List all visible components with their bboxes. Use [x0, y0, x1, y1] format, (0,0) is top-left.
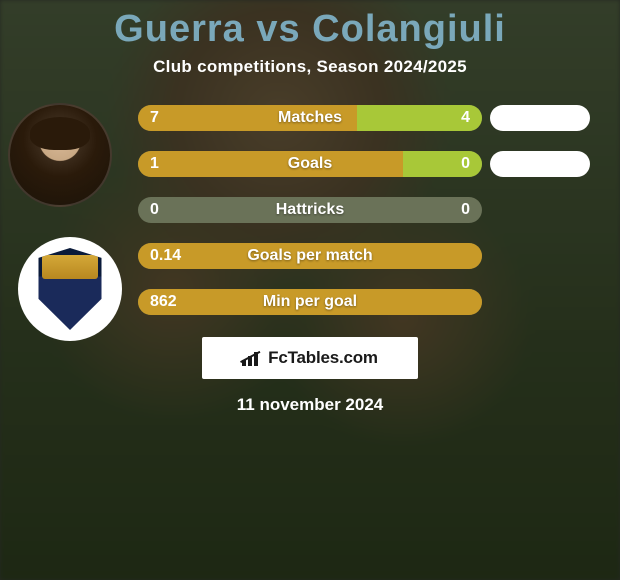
stat-value-left: 7 [150, 105, 159, 131]
stat-label: Matches [138, 105, 482, 131]
side-pill [490, 151, 590, 177]
stat-value-right: 0 [461, 151, 470, 177]
page-subtitle: Club competitions, Season 2024/2025 [153, 57, 467, 77]
stat-row: Matches7 4 [138, 105, 482, 131]
stat-value-left: 1 [150, 151, 159, 177]
stat-rows: Matches74Goals10Hattricks00Goals per mat… [138, 105, 482, 315]
club-badge [18, 237, 122, 341]
brand-text: FcTables.com [268, 348, 378, 368]
stat-label: Goals per match [138, 243, 482, 269]
stat-row: Min per goal862 [138, 289, 482, 315]
stat-label: Goals [138, 151, 482, 177]
stat-value-left: 0 [150, 197, 159, 223]
stat-label: Min per goal [138, 289, 482, 315]
brand-chart-icon [242, 350, 262, 366]
stat-value-right: 0 [461, 197, 470, 223]
stat-value-left: 0.14 [150, 243, 181, 269]
page-title: Guerra vs Colangiuli [114, 8, 506, 51]
stat-value-right: 4 [461, 105, 470, 131]
stat-row: Goals per match0.14 [138, 243, 482, 269]
stat-row: Goals1 0 [138, 151, 482, 177]
content-root: Guerra vs Colangiuli Club competitions, … [0, 0, 620, 580]
player-avatar [8, 103, 112, 207]
brand-box: FcTables.com [202, 337, 418, 379]
stats-area: Matches74Goals10Hattricks00Goals per mat… [0, 105, 620, 315]
stat-row: Hattricks0 0 [138, 197, 482, 223]
club-shield-icon [35, 248, 105, 330]
footer-date: 11 november 2024 [237, 395, 383, 415]
stat-value-left: 862 [150, 289, 177, 315]
side-pill [490, 105, 590, 131]
stat-label: Hattricks [138, 197, 482, 223]
